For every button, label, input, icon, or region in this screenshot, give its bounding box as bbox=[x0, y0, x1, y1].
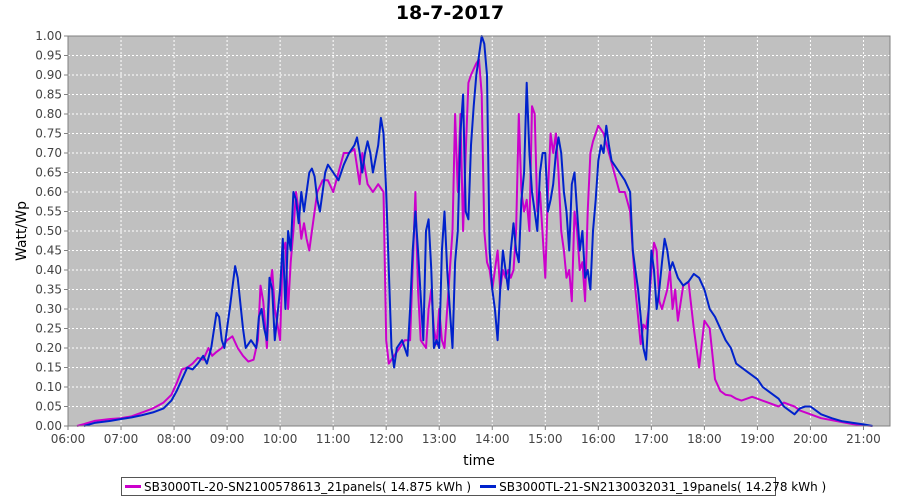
legend-swatch bbox=[125, 485, 141, 488]
x-tick-label: 07:00 bbox=[104, 432, 139, 446]
legend-label: SB3000TL-21-SN2130032031_19panels( 14.27… bbox=[499, 479, 827, 494]
legend-label: SB3000TL-20-SN2100578613_21panels( 14.87… bbox=[144, 479, 472, 494]
y-tick-label: 0.55 bbox=[35, 205, 62, 219]
y-tick-label: 0.65 bbox=[35, 166, 62, 180]
x-tick-label: 15:00 bbox=[528, 432, 563, 446]
y-tick-label: 0.15 bbox=[35, 361, 62, 375]
y-tick-label: 0.20 bbox=[35, 341, 62, 355]
legend-item-sb3000tl-21: SB3000TL-21-SN2130032031_19panels( 14.27… bbox=[480, 480, 826, 494]
y-tick-label: 0.45 bbox=[35, 244, 62, 258]
y-tick-label: 0.70 bbox=[35, 146, 62, 160]
x-tick-label: 14:00 bbox=[475, 432, 510, 446]
y-tick-label: 0.85 bbox=[35, 88, 62, 102]
series-layer bbox=[76, 35, 873, 427]
legend-item-sb3000tl-20: SB3000TL-20-SN2100578613_21panels( 14.87… bbox=[125, 480, 471, 494]
x-tick-label: 21:00 bbox=[846, 432, 881, 446]
x-tick-label: 09:00 bbox=[210, 432, 245, 446]
y-axis-label: Watt/Wp bbox=[14, 201, 30, 261]
plot-area bbox=[68, 36, 890, 426]
x-tick-label: 20:00 bbox=[793, 432, 828, 446]
y-tick-label: 0.80 bbox=[35, 107, 62, 121]
x-tick-label: 06:00 bbox=[51, 432, 86, 446]
y-tick-label: 0.10 bbox=[35, 380, 62, 394]
x-axis-label: time bbox=[463, 453, 495, 469]
y-tick-label: 0.00 bbox=[35, 419, 62, 433]
y-tick-label: 0.35 bbox=[35, 283, 62, 297]
x-axis: 06:00 07:00 08:00 09:00 10:00 11:00 12:00 13:00… bbox=[51, 426, 881, 446]
y-tick-label: 0.95 bbox=[35, 49, 62, 63]
x-tick-label: 17:00 bbox=[634, 432, 669, 446]
y-tick-label: 0.30 bbox=[35, 302, 62, 316]
y-tick-label: 0.40 bbox=[35, 263, 62, 277]
x-tick-label: 11:00 bbox=[316, 432, 351, 446]
gridlines bbox=[67, 35, 890, 427]
y-axis: 0.00 0.05 0.10 0.15 0.20 0.25 0.30 0.35 0.40 0.45… bbox=[35, 29, 68, 433]
y-tick-label: 0.90 bbox=[35, 68, 62, 82]
series-line-1 bbox=[83, 35, 873, 427]
x-tick-label: 16:00 bbox=[581, 432, 616, 446]
x-tick-label: 08:00 bbox=[157, 432, 192, 446]
chart-title: 18-7-2017 bbox=[395, 2, 505, 24]
y-tick-label: 0.50 bbox=[35, 224, 62, 238]
x-tick-label: 19:00 bbox=[740, 432, 775, 446]
x-tick-label: 18:00 bbox=[687, 432, 722, 446]
legend: SB3000TL-20-SN2100578613_21panels( 14.87… bbox=[121, 477, 826, 496]
legend-swatch bbox=[480, 485, 497, 488]
x-tick-label: 13:00 bbox=[422, 432, 457, 446]
y-tick-label: 0.25 bbox=[35, 322, 62, 336]
x-tick-label: 12:00 bbox=[369, 432, 404, 446]
y-tick-label: 0.75 bbox=[35, 127, 62, 141]
x-tick-label: 10:00 bbox=[263, 432, 298, 446]
y-tick-label: 0.60 bbox=[35, 185, 62, 199]
y-tick-label: 0.05 bbox=[35, 400, 62, 414]
y-tick-label: 1.00 bbox=[35, 29, 62, 43]
